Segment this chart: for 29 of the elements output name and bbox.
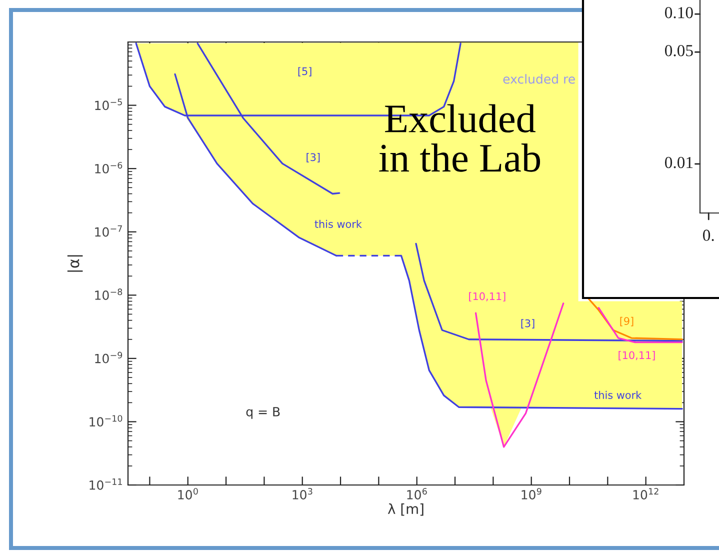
y-tick-label: 10$^{−6}$ (95, 162, 122, 174)
x-tick-label: 10$^{0}$ (178, 488, 198, 500)
x-tick-label: 10$^{6}$ (407, 488, 427, 500)
annotation: excluded re (503, 74, 575, 84)
text: 0. (703, 230, 714, 242)
y-tick-label: 10$^{−5}$ (95, 98, 122, 110)
annotation: 0.01 (665, 156, 693, 168)
y-axis-title: |α| (67, 255, 83, 272)
y-tick-label: 10$^{−10}$ (90, 415, 122, 427)
annotation: Excluded in the Lab (379, 104, 540, 172)
annotation: [3] (306, 153, 320, 162)
y-tick-label: 10$^{−8}$ (95, 288, 122, 300)
annotation: [10,11] (469, 292, 506, 302)
annotation: this work (594, 390, 642, 399)
x-tick-label: 10$^{3}$ (292, 488, 312, 500)
annotation: [9] (620, 316, 634, 326)
annotation: q = B (246, 407, 280, 419)
annotation: 0.05 (665, 45, 693, 56)
y-tick-label: 10$^{−7}$ (95, 225, 122, 237)
x-axis-title: λ [m] (388, 503, 424, 516)
x-tick-label: 10$^{12}$ (633, 488, 658, 500)
annotation: [3] (521, 319, 534, 328)
annotation: [10,11] (618, 351, 655, 360)
y-tick-label: 10$^{−11}$ (90, 478, 122, 490)
text: 0.10 (665, 6, 693, 18)
annotation: this work (314, 220, 362, 228)
annotation: [5] (298, 67, 312, 76)
x-tick-label: 10$^{9}$ (522, 488, 542, 500)
y-tick-label: 10$^{−9}$ (95, 352, 122, 364)
